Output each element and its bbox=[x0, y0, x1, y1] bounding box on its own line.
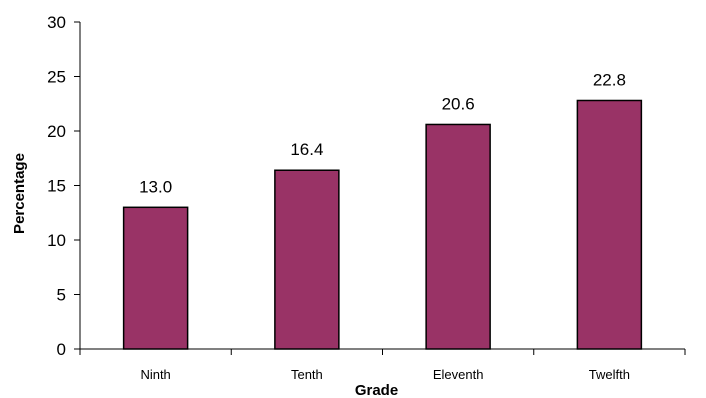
data-label: 13.0 bbox=[139, 177, 172, 196]
x-axis-ticks: Ninth Tenth Eleventh Twelfth bbox=[79, 349, 686, 382]
data-label: 20.6 bbox=[442, 94, 475, 113]
bar-twelfth bbox=[576, 99, 643, 350]
bar-eleventh bbox=[425, 123, 491, 350]
y-axis-title: Percentage bbox=[11, 153, 28, 234]
y-tick-label: 10 bbox=[47, 231, 66, 250]
bar-ninth bbox=[122, 206, 189, 350]
x-axis-title: Grade bbox=[355, 382, 398, 398]
y-tick-label: 20 bbox=[47, 122, 66, 141]
data-label: 16.4 bbox=[290, 140, 323, 159]
y-tick-label: 30 bbox=[47, 13, 66, 32]
bars bbox=[122, 99, 643, 350]
x-tick-label: Twelfth bbox=[589, 367, 630, 382]
y-tick-label: 25 bbox=[47, 68, 66, 87]
bar-tenth bbox=[274, 169, 340, 350]
y-tick-label: 0 bbox=[57, 340, 66, 359]
x-tick-label: Eleventh bbox=[433, 367, 484, 382]
x-tick-label: Tenth bbox=[291, 367, 323, 382]
y-axis-ticks: 0 5 10 15 20 25 30 bbox=[47, 13, 80, 359]
y-tick-label: 5 bbox=[57, 286, 66, 305]
data-labels: 13.0 16.4 20.6 22.8 bbox=[139, 70, 626, 196]
data-label: 22.8 bbox=[593, 70, 626, 89]
x-tick-label: Ninth bbox=[140, 367, 170, 382]
y-tick-label: 15 bbox=[47, 177, 66, 196]
